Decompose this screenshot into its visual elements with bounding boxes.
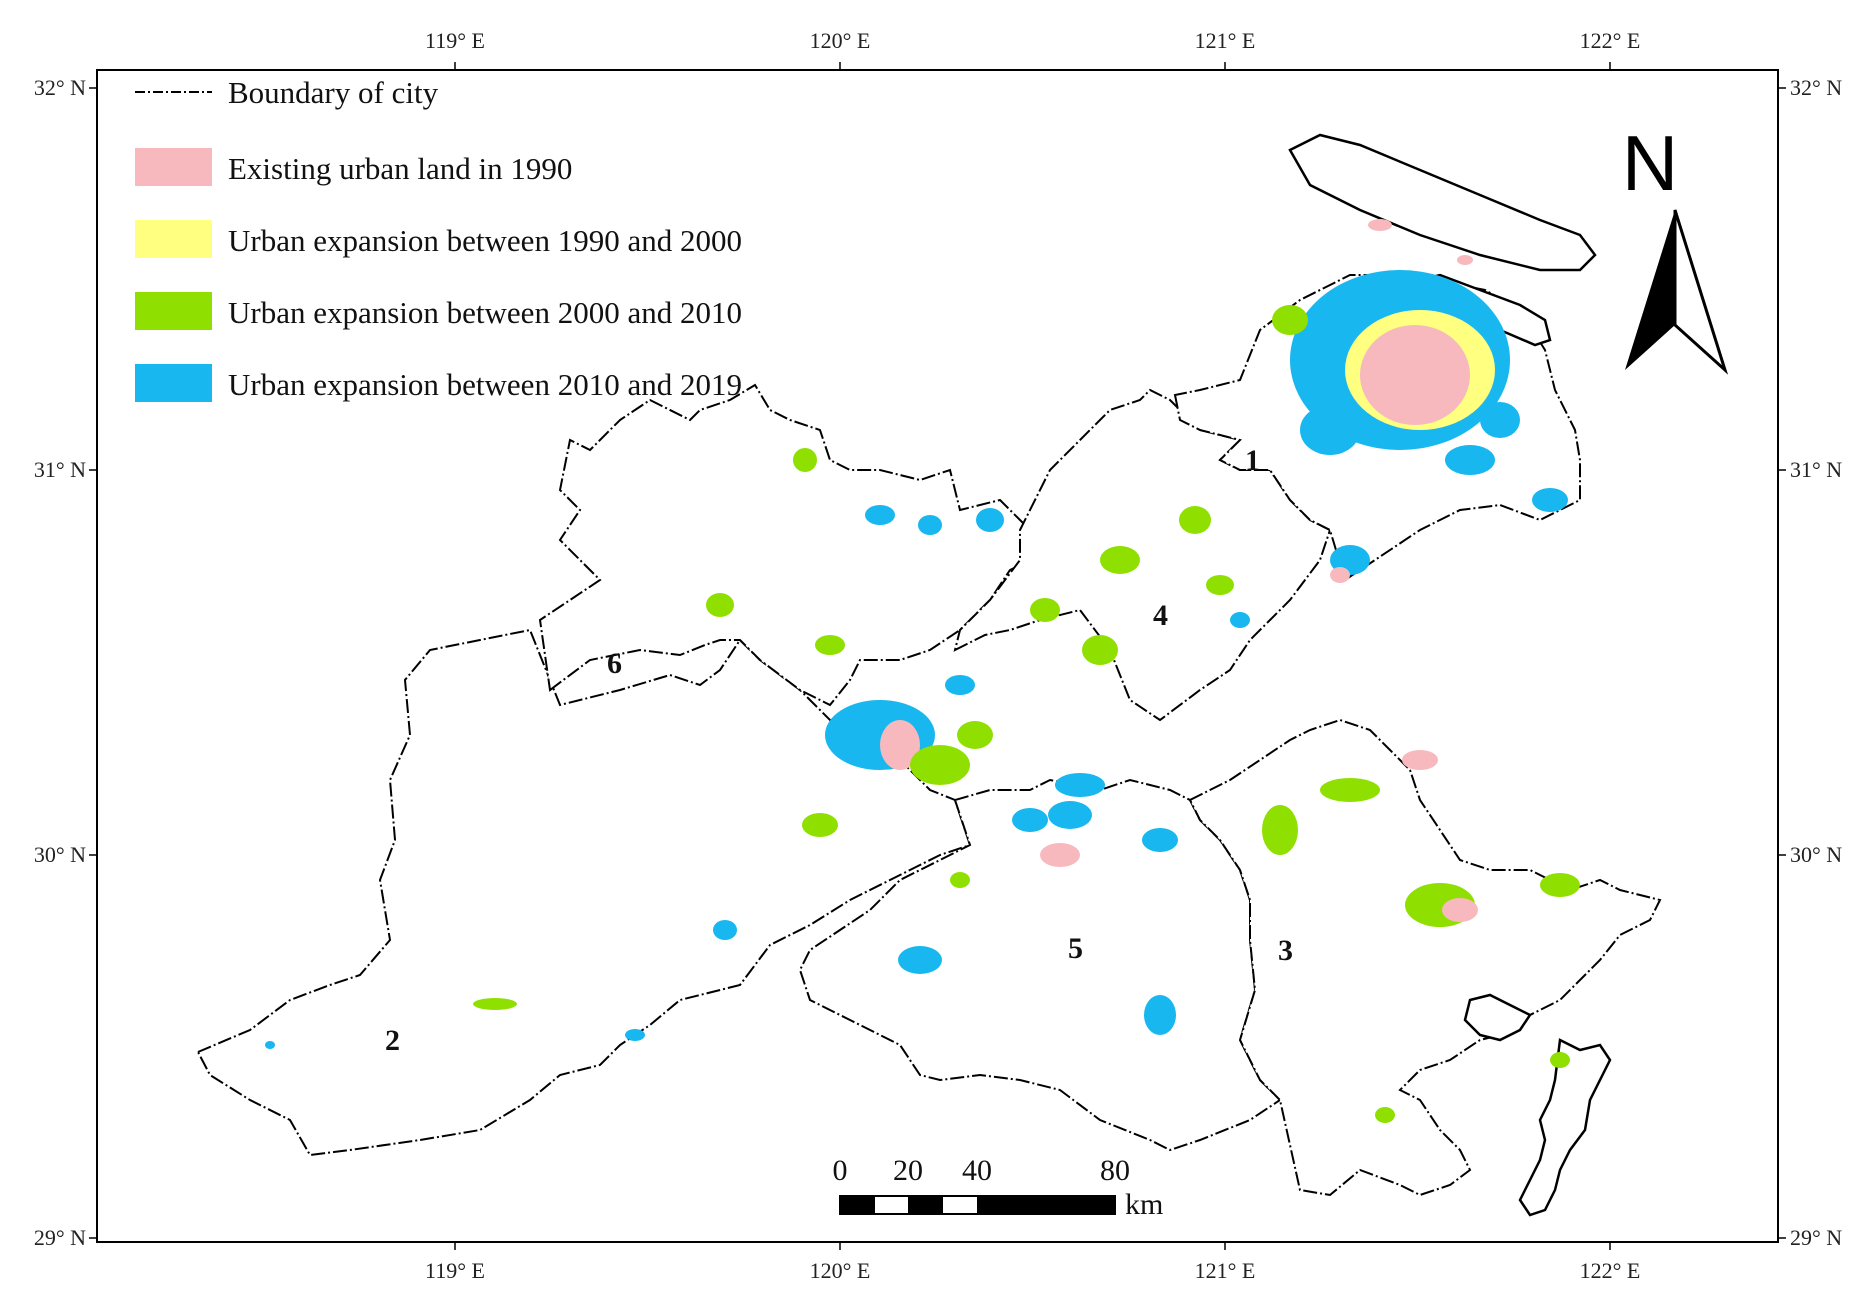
right-tick-label: 31° N xyxy=(1790,457,1842,482)
region-labels: 1 2 3 4 5 6 xyxy=(385,444,1293,1057)
region-label-3: 3 xyxy=(1278,934,1293,967)
urban-patch xyxy=(1230,612,1250,628)
urban-patch xyxy=(625,1029,645,1041)
urban-patch xyxy=(1206,575,1234,595)
urban-patch xyxy=(1457,255,1473,265)
urban-patches xyxy=(265,219,1580,1123)
urban-patch xyxy=(910,745,970,785)
urban-patch xyxy=(1272,305,1308,335)
left-tick-label: 30° N xyxy=(34,842,86,867)
urban-patch xyxy=(1550,1052,1570,1068)
urban-patch xyxy=(950,872,970,888)
right-tick-label: 32° N xyxy=(1790,75,1842,100)
legend-swatch-2000-2010 xyxy=(135,292,212,330)
bottom-tick-label: 121° E xyxy=(1195,1258,1256,1283)
top-tick-label: 120° E xyxy=(810,28,871,53)
scale-label-80: 80 xyxy=(1100,1154,1130,1187)
region-label-4: 4 xyxy=(1153,599,1168,632)
urban-patch xyxy=(1442,898,1478,922)
right-tick-label: 29° N xyxy=(1790,1225,1842,1250)
urban-patch xyxy=(898,946,942,974)
north-arrow-right-half xyxy=(1673,209,1729,375)
urban-patch xyxy=(1532,488,1568,512)
urban-patch xyxy=(706,593,734,617)
urban-patch xyxy=(815,635,845,655)
urban-patch xyxy=(1300,405,1360,455)
urban-patch xyxy=(880,720,920,770)
legend-swatch-1990-2000 xyxy=(135,220,212,258)
region-label-1: 1 xyxy=(1245,444,1260,477)
urban-patch xyxy=(1055,773,1105,797)
graticule-ticks xyxy=(89,62,1786,1250)
urban-patch xyxy=(1144,995,1176,1035)
urban-patch xyxy=(265,1041,275,1049)
legend-label-1990: Existing urban land in 1990 xyxy=(228,151,572,186)
urban-patch xyxy=(1360,325,1470,425)
urban-patch xyxy=(1142,828,1178,852)
urban-patch xyxy=(1330,567,1350,583)
region-6-boundary xyxy=(538,383,1052,707)
urban-patch xyxy=(918,515,942,535)
urban-patch xyxy=(1030,598,1060,622)
zhoushan-islands xyxy=(1518,1038,1612,1217)
urban-patch xyxy=(1048,801,1092,829)
legend-label-1990-2000: Urban expansion between 1990 and 2000 xyxy=(228,223,742,258)
scale-label-20: 20 xyxy=(893,1154,923,1187)
legend-label-2010-2019: Urban expansion between 2010 and 2019 xyxy=(228,367,742,402)
urban-patch xyxy=(1445,445,1495,475)
zhoushan-islands-2 xyxy=(1463,993,1532,1042)
boundary-legend-label: Boundary of city xyxy=(228,75,439,110)
top-tick-label: 119° E xyxy=(425,28,485,53)
urban-patch xyxy=(793,448,817,472)
urban-patch xyxy=(1320,778,1380,802)
legend-swatch-2010-2019 xyxy=(135,364,212,402)
urban-patch xyxy=(1082,635,1118,665)
north-letter: N xyxy=(1622,119,1678,207)
island-boundary xyxy=(1288,133,1597,272)
left-tick-label: 32° N xyxy=(34,75,86,100)
legend: Boundary of city Existing urban land in … xyxy=(135,75,742,402)
right-tick-label: 30° N xyxy=(1790,842,1842,867)
urban-patch xyxy=(1012,808,1048,832)
region-label-6: 6 xyxy=(607,647,622,680)
urban-patch xyxy=(1480,402,1520,438)
urban-patch xyxy=(713,920,737,940)
urban-patch xyxy=(945,675,975,695)
urban-patch xyxy=(1040,843,1080,867)
top-tick-label: 122° E xyxy=(1580,28,1641,53)
bottom-tick-label: 120° E xyxy=(810,1258,871,1283)
urban-patch xyxy=(1368,219,1392,231)
urban-patch xyxy=(802,813,838,837)
region-label-5: 5 xyxy=(1068,932,1083,965)
urban-patch xyxy=(1540,873,1580,897)
urban-patch xyxy=(1262,805,1298,855)
legend-label-2000-2010: Urban expansion between 2000 and 2010 xyxy=(228,295,742,330)
region-label-2: 2 xyxy=(385,1024,400,1057)
legend-swatch-1990 xyxy=(135,148,212,186)
bottom-tick-label: 119° E xyxy=(425,1258,485,1283)
scale-bar: 0 20 40 80 km xyxy=(833,1154,1164,1221)
urban-patch xyxy=(1375,1107,1395,1123)
north-arrow-icon: N xyxy=(1622,119,1729,375)
urban-patch xyxy=(976,508,1004,532)
urban-patch xyxy=(473,998,517,1010)
urban-patch xyxy=(865,505,895,525)
bottom-tick-label: 122° E xyxy=(1580,1258,1641,1283)
region-3-boundary xyxy=(1188,718,1662,1197)
scale-unit: km xyxy=(1125,1188,1163,1221)
urban-patch xyxy=(957,721,993,749)
urban-patch xyxy=(1100,546,1140,574)
region-5-boundary xyxy=(798,778,1282,1152)
scale-label-0: 0 xyxy=(833,1154,848,1187)
top-tick-label: 121° E xyxy=(1195,28,1256,53)
urban-patch xyxy=(1179,506,1211,534)
north-arrow-left-half xyxy=(1625,210,1675,370)
left-tick-label: 31° N xyxy=(34,457,86,482)
left-tick-label: 29° N xyxy=(34,1225,86,1250)
urban-patch xyxy=(1402,750,1438,770)
scale-label-40: 40 xyxy=(962,1154,992,1187)
